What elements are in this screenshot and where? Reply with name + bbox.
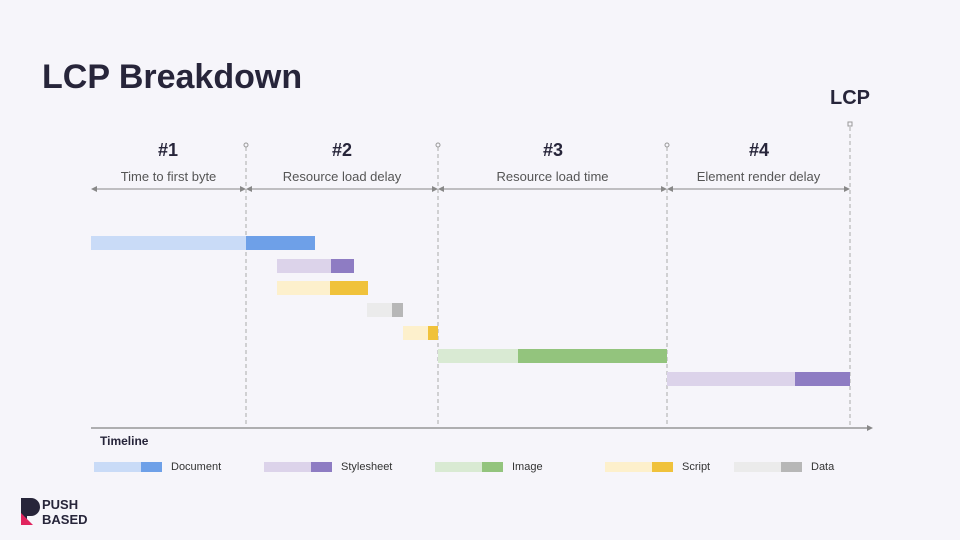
legend-swatch bbox=[311, 462, 332, 472]
phase-number: #2 bbox=[332, 140, 352, 160]
legend-swatch bbox=[435, 462, 482, 472]
phase-label: Time to first byte bbox=[121, 169, 217, 184]
legend-swatch bbox=[605, 462, 652, 472]
logo-text: BASED bbox=[42, 512, 88, 527]
bars bbox=[91, 236, 850, 386]
phase-label: Resource load time bbox=[497, 169, 609, 184]
logo: PUSH BASED bbox=[21, 497, 88, 527]
legend-label: Data bbox=[811, 461, 835, 473]
legend-swatch bbox=[652, 462, 673, 472]
legend-label: Script bbox=[682, 461, 710, 473]
legend-swatch bbox=[781, 462, 802, 472]
legend-label: Document bbox=[171, 461, 221, 473]
legend-swatch bbox=[94, 462, 141, 472]
legend-label: Image bbox=[512, 461, 543, 473]
phase-number: #3 bbox=[543, 140, 563, 160]
phase-number: #1 bbox=[158, 140, 178, 160]
phase-label: Resource load delay bbox=[283, 169, 402, 184]
legend-label: Stylesheet bbox=[341, 461, 392, 473]
phase-number: #4 bbox=[749, 140, 769, 160]
phase-label: Element render delay bbox=[697, 169, 821, 184]
title: LCP Breakdown bbox=[42, 58, 302, 96]
legend-swatch bbox=[264, 462, 311, 472]
legend-swatch bbox=[482, 462, 503, 472]
legend-swatch bbox=[734, 462, 781, 472]
timeline-label: Timeline bbox=[100, 434, 149, 448]
legend-swatch bbox=[141, 462, 162, 472]
logo-text: PUSH bbox=[42, 497, 78, 512]
lcp-label: LCP bbox=[830, 87, 870, 109]
